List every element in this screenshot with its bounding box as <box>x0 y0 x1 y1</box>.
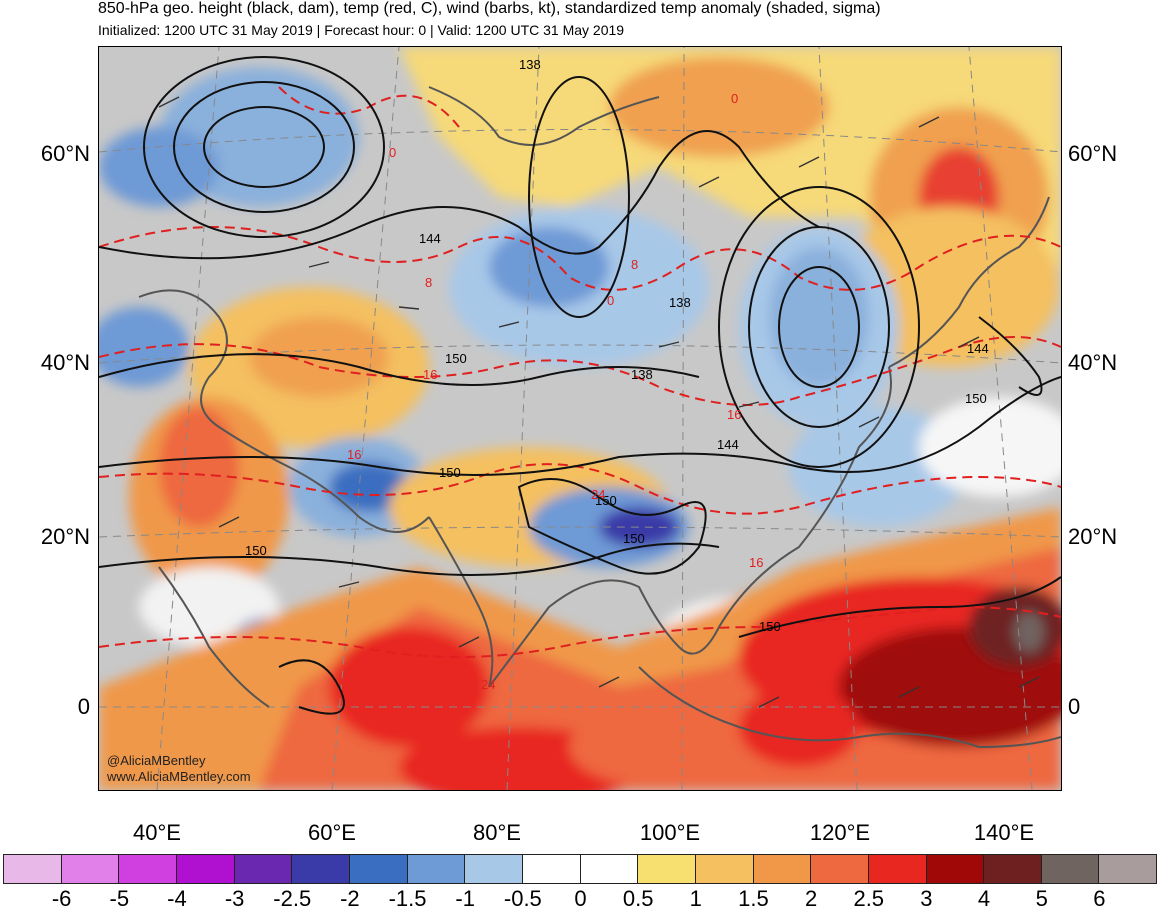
temp-label: 8 <box>425 275 432 290</box>
colorbar-swatch <box>637 854 696 884</box>
lat-label-right: 60°N <box>1068 141 1118 166</box>
lat-label-left: 0 <box>77 694 90 719</box>
anomaly-shading <box>99 47 1061 790</box>
temp-label: 16 <box>749 555 763 570</box>
colorbar-swatch <box>464 854 523 884</box>
lat-label-right: 0 <box>1068 694 1081 719</box>
lat-label-right: 40°N <box>1068 350 1118 375</box>
height-label: 150 <box>439 465 461 480</box>
colorbar-swatch <box>1040 854 1100 884</box>
colorbar-label: -2 <box>340 886 360 911</box>
lon-label: 40°E <box>133 820 181 845</box>
colorbar-swatch <box>579 854 639 884</box>
colorbar-label: 4 <box>977 886 991 911</box>
colorbar-swatch <box>348 854 408 884</box>
lon-label: 140°E <box>973 820 1035 845</box>
colorbar-swatch <box>752 854 812 884</box>
height-label: 144 <box>967 341 989 356</box>
colorbar-label: -1.5 <box>388 886 427 911</box>
colorbar-swatch <box>291 854 350 884</box>
temp-label: 0 <box>731 91 738 106</box>
temp-label: 0 <box>607 293 614 308</box>
height-label: 150 <box>623 531 645 546</box>
temp-label: 16 <box>347 447 361 462</box>
height-label: 144 <box>419 231 441 246</box>
colorbar-swatch <box>694 854 754 884</box>
colorbar-label: 0.5 <box>622 886 654 911</box>
colorbar-swatch <box>406 854 466 884</box>
colorbar-swatch <box>983 854 1042 884</box>
height-contours <box>99 56 1061 715</box>
temp-label: 16 <box>423 367 437 382</box>
colorbar-label: 0 <box>574 886 587 911</box>
temp-label: 16 <box>727 407 741 422</box>
height-label: 150 <box>245 543 267 558</box>
colorbar-label: -6 <box>51 886 72 911</box>
map-canvas: 138 144 138 150 138 144 150 144 150 150 … <box>99 47 1061 790</box>
colorbar-label: 1 <box>689 886 702 911</box>
colorbar-swatch <box>60 854 120 884</box>
height-label: 150 <box>759 619 781 634</box>
weather-map: 138 144 138 150 138 144 150 144 150 150 … <box>98 46 1062 791</box>
height-label: 138 <box>631 367 653 382</box>
colorbar-label: 2.5 <box>853 886 885 911</box>
colorbar <box>3 854 1158 884</box>
colorbar-label: 2 <box>804 886 818 911</box>
colorbar-label: 6 <box>1093 886 1106 911</box>
map-subtitle: Initialized: 1200 UTC 31 May 2019 | Fore… <box>98 22 625 38</box>
temp-label: 8 <box>631 257 638 272</box>
contour-labels: 138 144 138 150 138 144 150 144 150 150 … <box>245 57 989 692</box>
colorbar-swatch <box>521 854 581 884</box>
colorbar-swatch <box>925 854 985 884</box>
colorbar-swatch <box>175 854 235 884</box>
lon-label: 100°E <box>639 820 701 845</box>
height-label: 138 <box>519 57 541 72</box>
map-title: 850-hPa geo. height (black, dam), temp (… <box>98 0 881 17</box>
lat-label-left: 60°N <box>40 141 90 166</box>
lat-label-left: 20°N <box>40 524 90 549</box>
temp-label: 0 <box>389 145 396 160</box>
colorbar-swatch <box>810 854 869 884</box>
lon-label: 60°E <box>308 820 356 845</box>
colorbar-label: -0.5 <box>503 886 542 911</box>
height-label: 144 <box>717 437 739 452</box>
lat-label-right: 20°N <box>1068 524 1118 549</box>
colorbar-label: 5 <box>1035 886 1048 911</box>
height-label: 150 <box>965 391 987 406</box>
height-label: 138 <box>669 295 691 310</box>
colorbar-label: -1 <box>455 886 475 911</box>
colorbar-label: 3 <box>920 886 933 911</box>
temp-label: 24 <box>591 487 605 502</box>
colorbar-swatch <box>233 854 293 884</box>
colorbar-label: -2.5 <box>273 886 312 911</box>
watermark-url: www.AliciaMBentley.com <box>107 769 251 784</box>
temp-label: 24 <box>481 677 495 692</box>
colorbar-swatch <box>1098 854 1158 884</box>
height-label: 150 <box>595 493 617 508</box>
wind-barbs <box>158 96 1040 708</box>
colorbar-label: 1.5 <box>738 886 769 911</box>
coastlines <box>138 86 1061 749</box>
colorbar-label: -4 <box>167 886 187 911</box>
lon-label: 80°E <box>473 820 521 845</box>
height-label: 150 <box>445 351 467 366</box>
colorbar-label: -5 <box>109 886 130 911</box>
watermark-handle: @AliciaMBentley <box>107 753 206 768</box>
colorbar-swatch <box>118 854 177 884</box>
lon-label: 120°E <box>809 820 871 845</box>
colorbar-swatch <box>867 854 927 884</box>
lat-label-left: 40°N <box>40 350 90 375</box>
colorbar-swatch <box>3 854 62 884</box>
colorbar-label: -3 <box>224 886 245 911</box>
